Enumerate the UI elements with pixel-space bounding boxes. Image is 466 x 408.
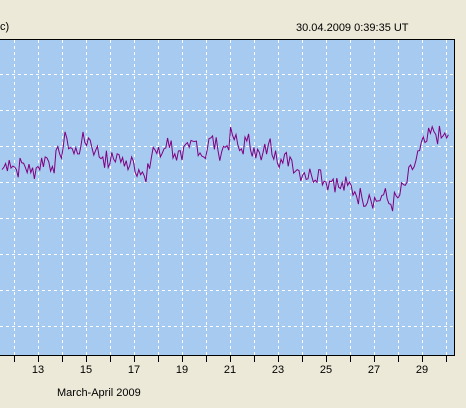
x-tick-label: 13 — [32, 364, 44, 376]
x-tick-label: 19 — [176, 364, 188, 376]
x-tick-label: 15 — [80, 364, 92, 376]
x-tick-label: 17 — [128, 364, 140, 376]
x-tick-label: 27 — [368, 364, 380, 376]
header-left-fragment: c) — [0, 21, 9, 33]
x-axis-label: March-April 2009 — [57, 387, 141, 399]
series-line — [1, 125, 449, 212]
timestamp-label: 30.04.2009 0:39:35 UT — [296, 22, 409, 34]
plot-area — [0, 40, 454, 356]
x-tick-label: 29 — [416, 364, 428, 376]
x-tick-label: 25 — [320, 364, 332, 376]
x-tick-label: 23 — [272, 364, 284, 376]
x-tick-label: 21 — [224, 364, 236, 376]
